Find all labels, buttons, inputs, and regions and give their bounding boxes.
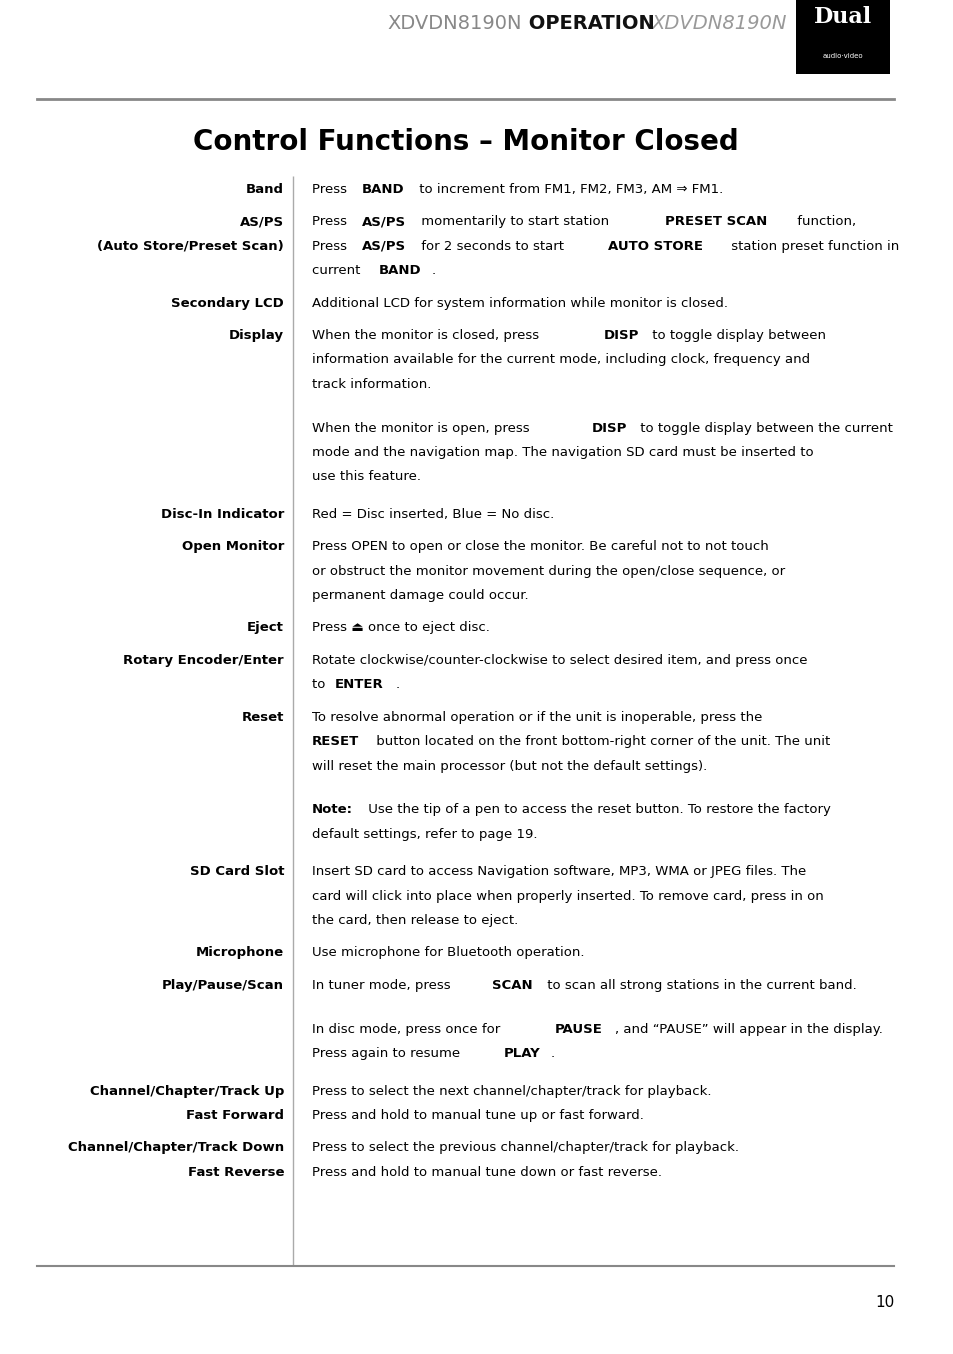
Text: Use the tip of a pen to access the reset button. To restore the factory: Use the tip of a pen to access the reset… bbox=[363, 803, 830, 816]
Text: .: . bbox=[550, 1047, 554, 1060]
Text: Press: Press bbox=[312, 240, 351, 253]
Text: Dual: Dual bbox=[813, 7, 871, 28]
Text: button located on the front bottom-right corner of the unit. The unit: button located on the front bottom-right… bbox=[372, 735, 829, 749]
Text: track information.: track information. bbox=[312, 378, 431, 391]
Text: Red = Disc inserted, Blue = No disc.: Red = Disc inserted, Blue = No disc. bbox=[312, 508, 554, 521]
Text: Channel/Chapter/Track Up: Channel/Chapter/Track Up bbox=[90, 1085, 284, 1098]
Text: Press ⏏ once to eject disc.: Press ⏏ once to eject disc. bbox=[312, 621, 490, 635]
Text: to increment from FM1, FM2, FM3, AM ⇒ FM1.: to increment from FM1, FM2, FM3, AM ⇒ FM… bbox=[415, 183, 722, 196]
Text: to toggle display between the current: to toggle display between the current bbox=[636, 421, 892, 435]
Text: Channel/Chapter/Track Down: Channel/Chapter/Track Down bbox=[68, 1141, 284, 1155]
Text: Open Monitor: Open Monitor bbox=[182, 540, 284, 554]
Text: permanent damage could occur.: permanent damage could occur. bbox=[312, 589, 528, 603]
Text: ENTER: ENTER bbox=[334, 678, 382, 692]
Text: PLAY: PLAY bbox=[503, 1047, 540, 1060]
Text: In tuner mode, press: In tuner mode, press bbox=[312, 979, 455, 992]
Text: to toggle display between: to toggle display between bbox=[647, 329, 825, 343]
Text: .: . bbox=[395, 678, 399, 692]
Text: Note:: Note: bbox=[312, 803, 353, 816]
Text: Insert SD card to access Navigation software, MP3, WMA or JPEG files. The: Insert SD card to access Navigation soft… bbox=[312, 865, 805, 879]
Text: SD Card Slot: SD Card Slot bbox=[190, 865, 284, 879]
Text: Eject: Eject bbox=[247, 621, 284, 635]
Text: card will click into place when properly inserted. To remove card, press in on: card will click into place when properly… bbox=[312, 890, 823, 903]
Text: Display: Display bbox=[229, 329, 284, 343]
Text: station preset function in: station preset function in bbox=[726, 240, 899, 253]
Text: Press to select the previous channel/chapter/track for playback.: Press to select the previous channel/cha… bbox=[312, 1141, 739, 1155]
Text: XDVDN8190N: XDVDN8190N bbox=[651, 15, 786, 34]
Text: When the monitor is open, press: When the monitor is open, press bbox=[312, 421, 534, 435]
Text: AS/PS: AS/PS bbox=[361, 215, 405, 229]
Text: AS/PS: AS/PS bbox=[240, 215, 284, 229]
Text: Secondary LCD: Secondary LCD bbox=[172, 297, 284, 310]
Text: In disc mode, press once for: In disc mode, press once for bbox=[312, 1022, 504, 1036]
Text: mode and the navigation map. The navigation SD card must be inserted to: mode and the navigation map. The navigat… bbox=[312, 445, 813, 459]
Text: Press again to resume: Press again to resume bbox=[312, 1047, 464, 1060]
Text: Microphone: Microphone bbox=[195, 946, 284, 960]
Text: PAUSE: PAUSE bbox=[554, 1022, 602, 1036]
Text: Play/Pause/Scan: Play/Pause/Scan bbox=[162, 979, 284, 992]
Text: Band: Band bbox=[246, 183, 284, 196]
Text: PRESET SCAN: PRESET SCAN bbox=[664, 215, 766, 229]
Text: to: to bbox=[312, 678, 330, 692]
Text: Control Functions – Monitor Closed: Control Functions – Monitor Closed bbox=[193, 129, 738, 156]
Text: Press and hold to manual tune down or fast reverse.: Press and hold to manual tune down or fa… bbox=[312, 1166, 661, 1179]
Text: audio·video: audio·video bbox=[821, 53, 862, 60]
Text: to scan all strong stations in the current band.: to scan all strong stations in the curre… bbox=[542, 979, 856, 992]
Text: Fast Reverse: Fast Reverse bbox=[188, 1166, 284, 1179]
Text: default settings, refer to page 19.: default settings, refer to page 19. bbox=[312, 827, 537, 841]
Text: Press and hold to manual tune up or fast forward.: Press and hold to manual tune up or fast… bbox=[312, 1109, 643, 1122]
Text: BAND: BAND bbox=[361, 183, 404, 196]
Text: DISP: DISP bbox=[591, 421, 626, 435]
Text: the card, then release to eject.: the card, then release to eject. bbox=[312, 914, 517, 927]
Text: Press: Press bbox=[312, 183, 351, 196]
Text: Use microphone for Bluetooth operation.: Use microphone for Bluetooth operation. bbox=[312, 946, 584, 960]
Text: When the monitor is closed, press: When the monitor is closed, press bbox=[312, 329, 543, 343]
Text: Disc-In Indicator: Disc-In Indicator bbox=[160, 508, 284, 521]
Text: 10: 10 bbox=[874, 1294, 893, 1311]
Text: for 2 seconds to start: for 2 seconds to start bbox=[416, 240, 568, 253]
Text: RESET: RESET bbox=[312, 735, 359, 749]
FancyBboxPatch shape bbox=[796, 0, 889, 74]
Text: BAND: BAND bbox=[378, 264, 420, 278]
Text: OPERATION: OPERATION bbox=[521, 15, 654, 34]
Text: function,: function, bbox=[793, 215, 856, 229]
Text: AS/PS: AS/PS bbox=[361, 240, 405, 253]
Text: Fast Forward: Fast Forward bbox=[186, 1109, 284, 1122]
Text: use this feature.: use this feature. bbox=[312, 470, 420, 483]
Text: Press OPEN to open or close the monitor. Be careful not to not touch: Press OPEN to open or close the monitor.… bbox=[312, 540, 768, 554]
Text: information available for the current mode, including clock, frequency and: information available for the current mo… bbox=[312, 353, 809, 367]
Text: XDVDN8190N: XDVDN8190N bbox=[387, 15, 521, 34]
Text: current: current bbox=[312, 264, 364, 278]
Text: (Auto Store/Preset Scan): (Auto Store/Preset Scan) bbox=[97, 240, 284, 253]
Text: SCAN: SCAN bbox=[492, 979, 532, 992]
Text: Additional LCD for system information while monitor is closed.: Additional LCD for system information wh… bbox=[312, 297, 727, 310]
Text: Reset: Reset bbox=[241, 711, 284, 724]
Text: Press to select the next channel/chapter/track for playback.: Press to select the next channel/chapter… bbox=[312, 1085, 711, 1098]
Text: Rotate clockwise/counter-clockwise to select desired item, and press once: Rotate clockwise/counter-clockwise to se… bbox=[312, 654, 807, 668]
Text: To resolve abnormal operation or if the unit is inoperable, press the: To resolve abnormal operation or if the … bbox=[312, 711, 761, 724]
Text: or obstruct the monitor movement during the open/close sequence, or: or obstruct the monitor movement during … bbox=[312, 565, 784, 578]
Text: .: . bbox=[432, 264, 436, 278]
Text: will reset the main processor (but not the default settings).: will reset the main processor (but not t… bbox=[312, 760, 706, 773]
Text: DISP: DISP bbox=[603, 329, 639, 343]
Text: Rotary Encoder/Enter: Rotary Encoder/Enter bbox=[123, 654, 284, 668]
Text: Press: Press bbox=[312, 215, 351, 229]
Text: AUTO STORE: AUTO STORE bbox=[607, 240, 702, 253]
Text: momentarily to start station: momentarily to start station bbox=[416, 215, 613, 229]
Text: , and “PAUSE” will appear in the display.: , and “PAUSE” will appear in the display… bbox=[615, 1022, 882, 1036]
